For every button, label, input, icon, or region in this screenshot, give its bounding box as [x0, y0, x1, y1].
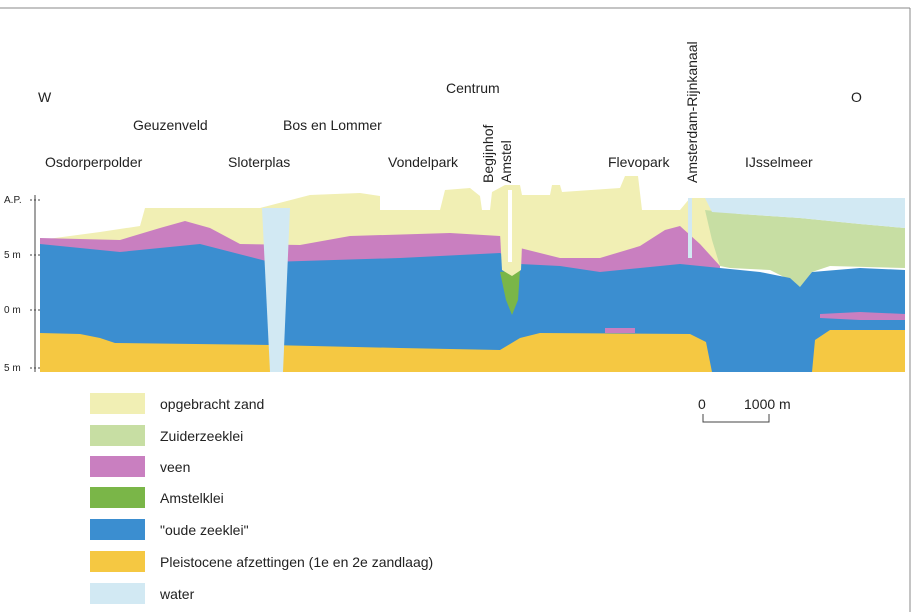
- scale-length: 1000 m: [744, 396, 791, 412]
- legend-label: "oude zeeklei": [160, 522, 249, 538]
- place-label: Vondelpark: [388, 154, 459, 170]
- legend-swatch: [90, 583, 145, 604]
- layer-veen-lens: [605, 328, 635, 333]
- compass-west: W: [38, 89, 52, 105]
- compass-east: O: [851, 89, 862, 105]
- legend-swatch: [90, 393, 145, 414]
- place-label: Sloterplas: [228, 154, 290, 170]
- place-label: Osdorperpolder: [45, 154, 143, 170]
- depth-label: 5 m: [4, 250, 21, 261]
- place-label: Amstel: [498, 140, 514, 183]
- legend-swatch: [90, 425, 145, 446]
- depth-label: A.P.: [4, 195, 22, 206]
- legend-swatch: [90, 519, 145, 540]
- scale-start: 0: [698, 396, 706, 412]
- place-label: Flevopark: [608, 154, 670, 170]
- cross-section-page: A.P. 5 m 0 m 5 m W O Centrum Geuzenveld …: [0, 0, 916, 612]
- depth-label: 5 m: [4, 363, 21, 374]
- place-label: IJsselmeer: [745, 154, 813, 170]
- place-label: Begijnhof: [480, 125, 496, 183]
- legend-swatch: [90, 551, 145, 572]
- place-label: Bos en Lommer: [283, 117, 382, 133]
- depth-label: 0 m: [4, 305, 21, 316]
- place-label: Centrum: [446, 80, 500, 96]
- layer-pleistoceen: [812, 330, 905, 372]
- legend-swatch: [90, 487, 145, 508]
- place-label: Amsterdam-Rijnkanaal: [684, 41, 700, 183]
- legend-swatch: [90, 456, 145, 477]
- legend-label: Zuiderzeeklei: [160, 428, 243, 444]
- legend-label: opgebracht zand: [160, 396, 264, 412]
- legend-label: Amstelklei: [160, 490, 224, 506]
- place-label: Geuzenveld: [133, 117, 208, 133]
- legend-label: Pleistocene afzettingen (1e en 2e zandla…: [160, 554, 433, 570]
- legend-label: veen: [160, 459, 190, 475]
- legend-label: water: [159, 586, 195, 602]
